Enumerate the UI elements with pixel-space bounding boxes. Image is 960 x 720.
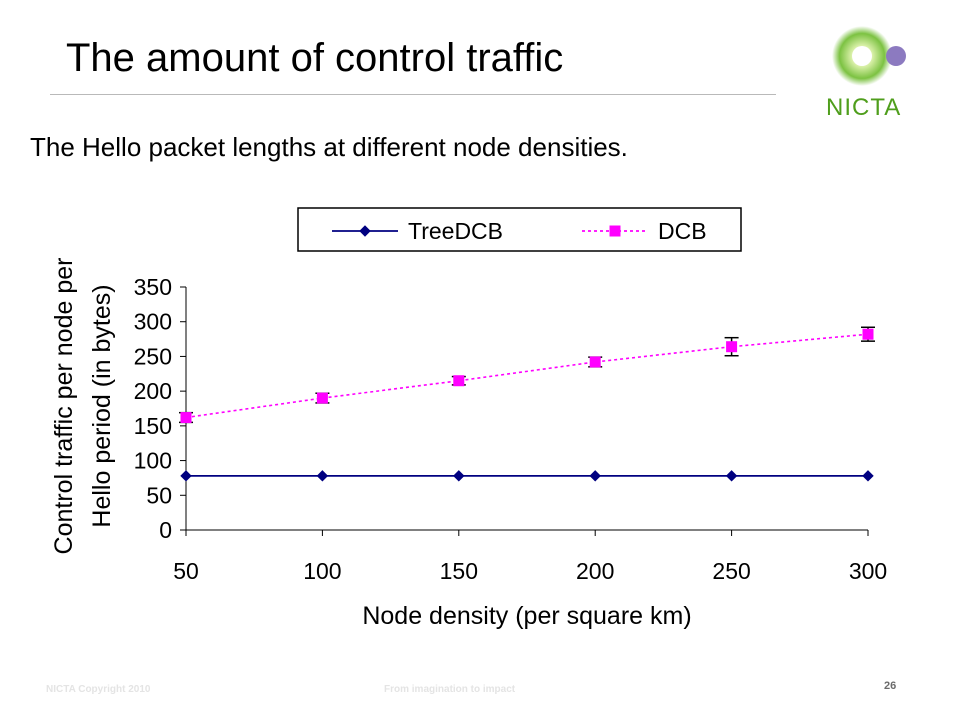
x-ticks: 50 100 150 200 250 300 xyxy=(173,530,887,584)
legend-box xyxy=(297,207,742,252)
legend: TreeDCB DCB xyxy=(332,218,707,244)
legend-marker-treedcb xyxy=(359,225,371,237)
x-tick-label: 250 xyxy=(712,558,750,584)
data-point xyxy=(589,356,601,368)
data-point xyxy=(316,470,329,482)
y-axis-label-line2: Hello period (in bytes) xyxy=(88,284,116,527)
series-dcb xyxy=(179,326,875,424)
series-treedcb xyxy=(180,470,874,482)
footer-tagline: From imagination to impact xyxy=(384,684,516,695)
y-tick-label: 350 xyxy=(134,274,172,300)
slide-subtitle: The Hello packet lengths at different no… xyxy=(30,132,628,162)
x-tick-label: 200 xyxy=(576,558,614,584)
y-tick-label: 150 xyxy=(134,413,172,439)
legend-marker-dcb xyxy=(609,225,621,237)
series-layer xyxy=(179,326,875,482)
slide-title: The amount of control traffic xyxy=(66,36,564,80)
legend-label-dcb: DCB xyxy=(658,218,707,244)
data-point xyxy=(725,470,738,482)
y-tick-label: 250 xyxy=(134,343,172,369)
data-point xyxy=(180,412,192,424)
y-tick-label: 50 xyxy=(146,482,172,508)
y-tick-label: 300 xyxy=(134,309,172,335)
y-ticks: 0 50 100 150 200 250 300 350 xyxy=(134,274,186,543)
data-point xyxy=(453,375,465,387)
legend-label-treedcb: TreeDCB xyxy=(408,218,503,244)
y-axis-label-line1: Control traffic per node per xyxy=(50,258,78,555)
logo-text: NICTA xyxy=(826,94,902,121)
footer-copyright: NICTA Copyright 2010 xyxy=(46,684,151,695)
series-line xyxy=(185,333,869,419)
y-tick-label: 0 xyxy=(159,517,172,543)
data-point xyxy=(180,470,192,482)
x-tick-label: 50 xyxy=(173,558,199,584)
x-tick-label: 100 xyxy=(303,558,341,584)
x-tick-label: 300 xyxy=(849,558,887,584)
data-point xyxy=(862,328,874,340)
data-point xyxy=(862,470,874,482)
y-tick-label: 200 xyxy=(134,378,172,404)
data-point xyxy=(453,470,465,482)
data-point xyxy=(316,392,328,404)
data-point xyxy=(726,341,738,353)
x-tick-label: 150 xyxy=(440,558,478,584)
nicta-logo-icon xyxy=(832,26,906,86)
title-divider xyxy=(50,94,776,95)
data-point xyxy=(589,470,601,482)
page-number: 26 xyxy=(884,680,897,692)
y-tick-label: 100 xyxy=(134,448,172,474)
x-axis-label: Node density (per square km) xyxy=(362,602,691,630)
